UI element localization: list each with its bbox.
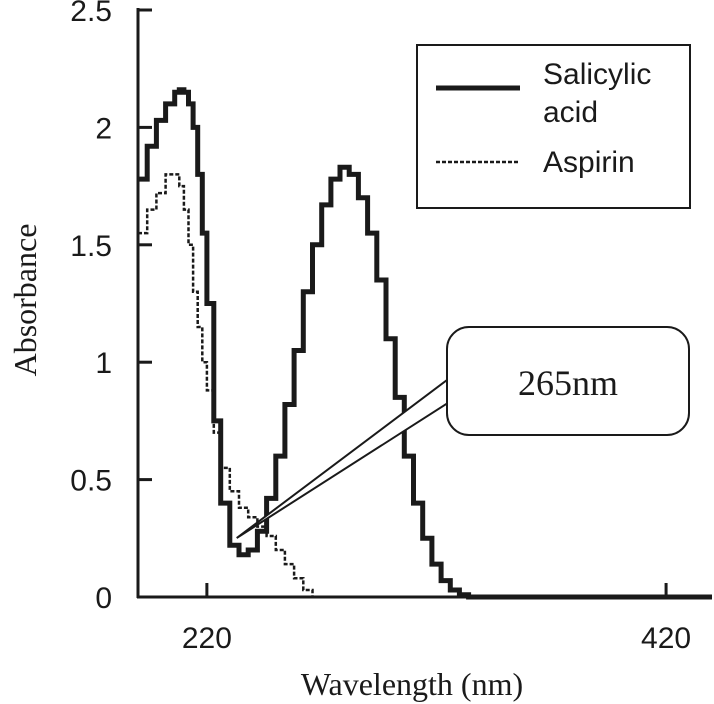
y-axis-title: Absorbance [7,224,43,377]
axis-titles: Wavelength (nm) Absorbance [7,224,523,702]
x-tick-label: 220 [182,622,232,655]
callout-label: 265nm [518,363,618,403]
y-tick-label: 0 [95,582,112,615]
tick-labels: 0 0.5 1 1.5 2 2.5 220 420 [70,0,691,655]
series-line-salicylic-acid [138,87,712,600]
legend-label-aspirin: Aspirin [543,146,635,179]
callout-bubble [446,326,690,436]
y-tick-label: 1 [95,347,112,380]
y-tick-label: 2.5 [70,0,112,28]
x-tick-label: 420 [641,622,691,655]
callout-pointer [236,374,452,539]
legend: Salicylic acid Aspirin [416,44,691,209]
y-tick-label: 2 [95,112,112,145]
callout: 265nm [236,326,690,539]
y-tick-label: 0.5 [70,465,112,498]
y-tick-label: 1.5 [70,230,112,263]
series-group [138,87,712,600]
legend-label-salicylic-acid: Salicylic acid [543,58,651,129]
x-axis-title: Wavelength (nm) [301,666,523,702]
series-line-aspirin [138,173,712,599]
legend-box [416,44,691,209]
